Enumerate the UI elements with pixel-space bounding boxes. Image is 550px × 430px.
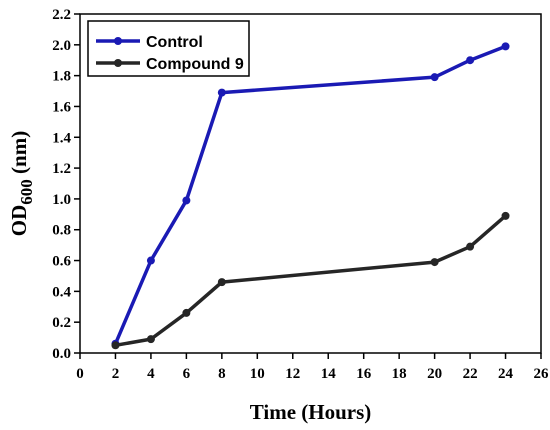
y-tick-label: 0.0 [52,346,71,362]
legend-marker-compound-9 [114,59,122,67]
data-point-control [182,196,191,205]
data-point-compound-9 [501,211,510,220]
data-point-compound-9 [466,242,475,251]
legend-box [87,20,250,77]
x-tick-label: 18 [392,366,407,382]
x-tick-label: 12 [285,366,300,382]
data-point-control [146,256,155,265]
x-tick-label: 24 [498,366,514,382]
data-point-control [217,88,226,97]
plot-area [79,13,542,354]
y-tick-label: 1.6 [52,99,71,115]
x-tick-label: 22 [463,366,478,382]
x-tick-label: 0 [76,366,84,382]
x-tick-label: 16 [356,366,372,382]
x-axis-title: Time (Hours) [250,400,372,424]
y-tick-label: 1.4 [52,130,71,146]
x-tick-label: 14 [321,366,337,382]
y-axis-title-main: OD [7,205,31,237]
y-axis-title-subscript: 600 [17,179,36,205]
series-layer [111,42,510,350]
data-point-control [466,56,475,65]
y-tick-label: 0.8 [52,223,71,239]
y-tick-label: 1.0 [52,192,71,208]
y-tick-label: 0.6 [52,254,71,270]
data-point-compound-9 [430,258,439,267]
x-tick-label: 26 [534,366,550,382]
y-tick-label: 2.0 [52,38,71,54]
x-tick-label: 10 [250,366,265,382]
legend: Control Compound 9 [87,20,250,77]
y-tick-label: 1.8 [52,69,71,85]
legend-marker-control [114,37,122,45]
legend-label-compound-9: Compound 9 [146,56,244,73]
series-line-control [113,44,507,345]
data-point-compound-9 [111,341,120,350]
data-point-compound-9 [146,335,155,344]
x-tick-label: 20 [427,366,442,382]
y-axis-title-unit: (nm) [7,131,31,179]
legend-label-control: Control [146,34,203,51]
series-line-compound-9 [115,214,507,348]
x-tick-label: 8 [218,366,226,382]
x-axis: 0 2 4 6 8 10 12 14 16 18 20 22 24 26 [76,353,549,382]
x-tick-label: 6 [183,366,191,382]
data-point-control [501,42,510,51]
y-tick-label: 1.2 [52,161,71,177]
plot-border [79,13,542,354]
x-tick-label: 4 [147,366,155,382]
y-axis-title: OD600 (nm) [7,131,36,236]
y-tick-label: 2.2 [52,7,71,23]
data-point-compound-9 [182,308,191,317]
y-axis: 0.0 0.2 0.4 0.6 0.8 1.0 1.2 1.4 1.6 1.8 2.0 2.2 [52,7,80,362]
y-tick-label: 0.4 [52,284,71,300]
y-tick-label: 0.2 [52,315,71,331]
x-tick-label: 2 [112,366,120,382]
data-point-control [430,73,439,82]
data-point-compound-9 [217,278,226,287]
